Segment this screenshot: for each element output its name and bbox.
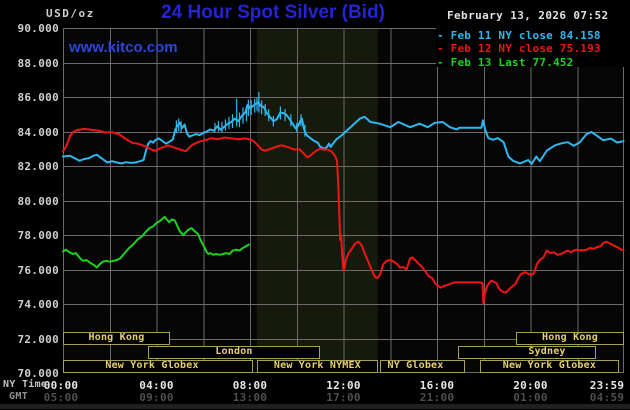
series-feb-13	[62, 215, 250, 269]
y-tick-label: 86.000	[17, 91, 59, 104]
bottom-edge-strip	[0, 404, 630, 409]
session-label-hong-kong: Hong Kong	[88, 332, 145, 343]
y-tick-label: 70.000	[17, 367, 59, 380]
y-axis-units-label: USD/oz	[46, 7, 95, 20]
series-feb-11	[62, 91, 625, 165]
session-box	[379, 360, 466, 373]
x-tick-ny: 16:00	[419, 378, 455, 392]
price-line	[62, 215, 250, 269]
session-box	[516, 332, 625, 345]
session-label-ny-globex: NY Globex	[387, 360, 444, 371]
session-box	[63, 360, 254, 373]
session-box	[480, 360, 619, 373]
y-tick-label: 76.000	[17, 263, 59, 277]
y-tick-label: 90.000	[17, 22, 59, 35]
legend-item-feb-12-ny-close: - Feb 12 NY close 75.193	[437, 42, 601, 55]
chart-datetime: February 13, 2026 07:52	[447, 9, 609, 22]
session-box	[458, 346, 596, 359]
legend-item-feb-13-last: - Feb 13 Last 77.452	[437, 55, 574, 69]
nymex-session-band	[257, 28, 378, 373]
legend-background	[436, 27, 628, 67]
x-tick-ny: 23:59	[589, 378, 625, 392]
y-tick-label: 82.000	[17, 160, 59, 173]
x-tick-gmt: 01:00	[513, 390, 548, 404]
y-tick-label: 88.000	[17, 56, 59, 70]
gridlines	[63, 28, 624, 373]
x-tick-gmt: 04:59	[589, 390, 625, 404]
x-tick-ny: 00:00	[43, 378, 79, 392]
kitco-watermark-link[interactable]: www.kitco.com	[69, 39, 178, 56]
y-tick-label: 74.000	[17, 298, 59, 311]
session-box	[63, 332, 171, 345]
session-box	[257, 360, 378, 373]
session-label-new-york-globex: New York Globex	[105, 360, 199, 371]
legend-item-feb-11-ny-close: - Feb 11 NY close 84.158	[437, 28, 601, 42]
series-feb-12	[62, 127, 625, 305]
session-label-new-york-nymex: New York NYMEX	[273, 360, 361, 371]
x-tick-gmt: 09:00	[139, 390, 174, 404]
y-tick-label: 80.000	[17, 194, 59, 208]
ny-time-axis-label: NY Time	[3, 379, 48, 390]
x-tick-ny: 08:00	[232, 378, 268, 392]
session-label-new-york-globex: New York Globex	[502, 360, 597, 371]
session-label-hong-kong: Hong Kong	[542, 332, 598, 343]
x-tick-gmt: 13:00	[232, 390, 268, 404]
session-box	[147, 346, 321, 359]
gmt-axis-label: GMT	[9, 391, 28, 402]
x-tick-gmt: 21:00	[419, 390, 455, 404]
session-label-sydney: Sydney	[528, 346, 566, 357]
session-label-london: London	[215, 346, 253, 357]
page-title: 24 Hour Spot Silver (Bid)	[161, 2, 385, 23]
session-boxes	[63, 332, 625, 373]
x-tick-ny: 20:00	[513, 378, 548, 392]
x-tick-gmt: 05:00	[43, 390, 79, 404]
x-tick-gmt: 17:00	[326, 390, 361, 404]
y-tick-label: 84.000	[17, 125, 59, 139]
x-tick-ny: 12:00	[326, 378, 361, 392]
x-tick-ny: 04:00	[139, 378, 174, 392]
y-tick-label: 78.000	[17, 229, 59, 242]
y-tick-label: 72.000	[17, 332, 59, 346]
price-line	[62, 127, 625, 305]
price-line	[62, 101, 625, 165]
